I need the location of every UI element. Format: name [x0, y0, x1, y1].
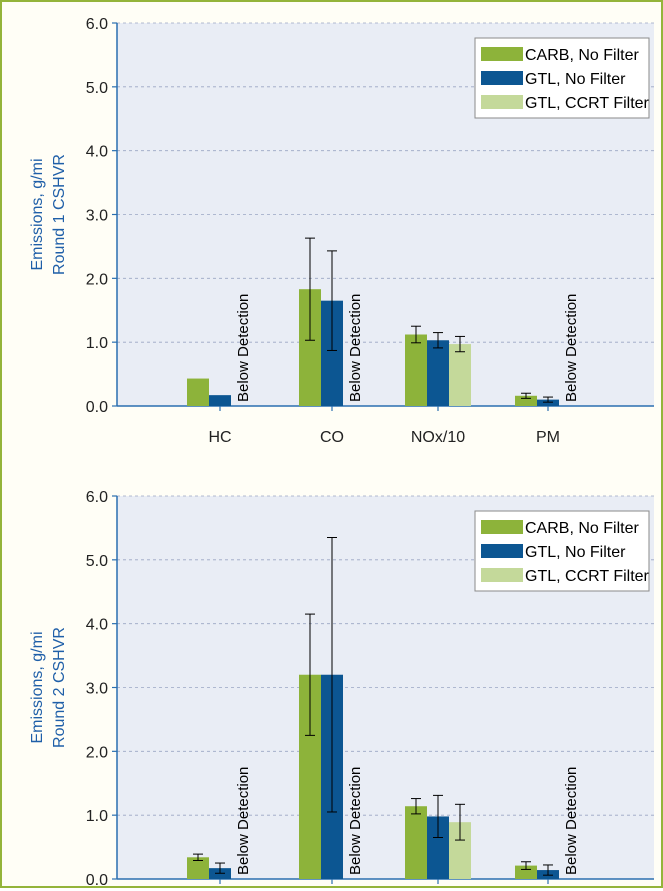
x-tick-label: HC: [208, 429, 231, 446]
bar: [515, 865, 537, 879]
y-tick-label: 3.0: [86, 208, 108, 225]
bar: [321, 300, 343, 406]
x-tick-label: NOx/10: [411, 429, 465, 446]
y-tick-label: 1.0: [86, 335, 108, 352]
bar: [187, 857, 209, 879]
y-axis-label: Round 2 CSHVR: [51, 627, 68, 748]
bar: [449, 822, 471, 879]
bar: [427, 340, 449, 406]
chart-panel-1: 0.0 1.0 2.0 3.0 4.0 5.0 6.0 HC CO NOx/10 PM Emissio…: [29, 16, 654, 446]
annotation-label: Below Detection: [235, 767, 252, 875]
y-axis-label: Emissions, g/mi: [29, 158, 46, 270]
legend-label: GTL, No Filter: [525, 544, 626, 561]
legend-label: CARB, No Filter: [525, 47, 639, 64]
y-tick-label: 4.0: [86, 144, 108, 161]
legend-swatch: [481, 95, 523, 109]
legend-label: GTL, CCRT Filter: [525, 568, 650, 585]
y-tick-label: 2.0: [86, 744, 108, 761]
legend: CARB, No Filter GTL, No Filter GTL, CCRT F…: [474, 510, 650, 592]
legend-swatch: [481, 544, 523, 558]
legend-swatch: [481, 568, 523, 582]
x-tick-label: PM: [536, 429, 560, 446]
bar: [299, 674, 321, 879]
legend: CARB, No Filter GTL, No Filter GTL, CCRT F…: [474, 37, 650, 119]
annotation-label: Below Detection: [563, 294, 580, 402]
y-tick-label: 3.0: [86, 681, 108, 698]
bar: [537, 399, 559, 406]
legend-label: GTL, CCRT Filter: [525, 95, 650, 112]
annotation-label: Below Detection: [235, 294, 252, 402]
y-tick-label: 6.0: [86, 16, 108, 33]
bar: [187, 378, 209, 406]
y-tick-label: 6.0: [86, 489, 108, 506]
annotation-label: Below Detection: [563, 767, 580, 875]
bar: [427, 816, 449, 879]
bar: [515, 395, 537, 406]
y-tick-label: 0.0: [86, 872, 108, 886]
bar: [449, 344, 471, 406]
legend-swatch: [481, 47, 523, 61]
y-tick-label: 4.0: [86, 617, 108, 634]
x-tick-label: CO: [320, 429, 344, 446]
y-tick-label: 5.0: [86, 80, 108, 97]
y-axis-label: Round 1 CSHVR: [51, 154, 68, 275]
bar: [405, 334, 427, 406]
y-tick-label: 0.0: [86, 399, 108, 416]
y-tick-label: 5.0: [86, 553, 108, 570]
y-tick-label: 2.0: [86, 271, 108, 288]
bar: [209, 395, 231, 406]
bar: [299, 289, 321, 406]
legend-label: GTL, No Filter: [525, 71, 626, 88]
bar: [405, 806, 427, 879]
legend-label: CARB, No Filter: [525, 520, 639, 537]
y-tick-label: 1.0: [86, 808, 108, 825]
chart-panel-2: 0.0 1.0 2.0 3.0 4.0 5.0 6.0 Emissions, g/mi Roun…: [29, 489, 654, 889]
legend-swatch: [481, 520, 523, 534]
legend-swatch: [481, 71, 523, 85]
annotation-label: Below Detection: [347, 767, 364, 875]
y-axis-label: Emissions, g/mi: [29, 631, 46, 743]
annotation-label: Below Detection: [347, 294, 364, 402]
